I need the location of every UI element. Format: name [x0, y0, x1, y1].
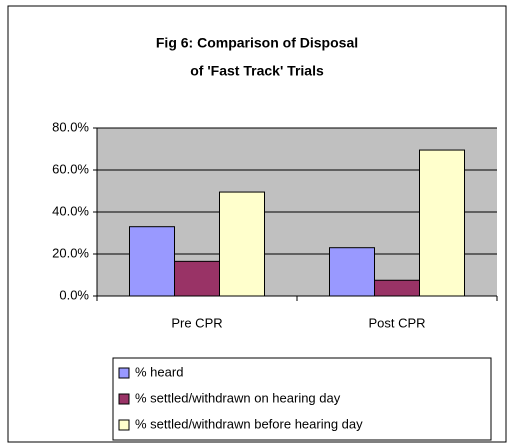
legend-label: % heard — [135, 364, 183, 379]
bar — [174, 260, 220, 297]
x-tick-label: Post CPR — [368, 315, 425, 330]
legend-swatch — [118, 367, 130, 379]
legend-swatch — [118, 419, 130, 431]
bar — [419, 149, 465, 297]
legend-label: % settled/withdrawn before hearing day — [135, 416, 363, 431]
y-tick-label: 0.0% — [59, 287, 89, 302]
bar — [129, 226, 175, 297]
chart-title: of 'Fast Track' Trials — [190, 63, 324, 79]
bar — [219, 191, 265, 297]
legend-box — [112, 357, 492, 441]
y-tick-label: 80.0% — [52, 119, 89, 134]
bar — [374, 279, 420, 297]
bar — [329, 247, 375, 297]
y-tick-label: 60.0% — [52, 161, 89, 176]
legend-swatch — [118, 393, 130, 405]
chart-title: Fig 6: Comparison of Disposal — [156, 35, 358, 51]
legend-label: % settled/withdrawn on hearing day — [135, 390, 341, 405]
y-tick-label: 40.0% — [52, 203, 89, 218]
y-tick-label: 20.0% — [52, 245, 89, 260]
x-tick-label: Pre CPR — [171, 315, 222, 330]
